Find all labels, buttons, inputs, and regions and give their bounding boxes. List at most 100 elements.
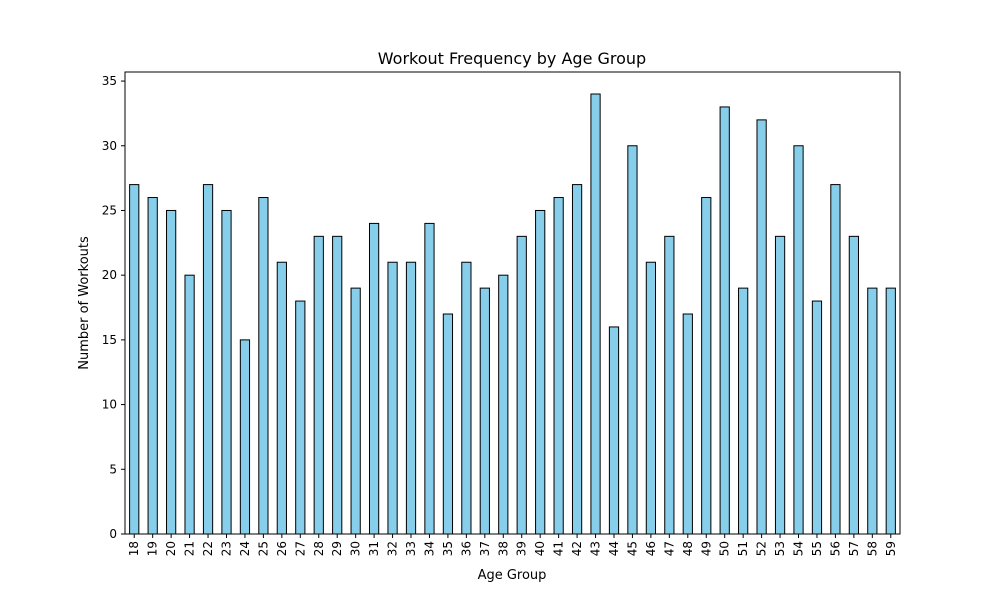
y-tick-label: 15 [102,333,117,347]
x-tick-label: 18 [127,541,141,556]
bar-44 [608,326,620,535]
x-tick-label: 43 [589,541,603,556]
x-tick-label: 27 [293,541,307,556]
x-tick-label: 29 [330,541,344,556]
chart-title: Workout Frequency by Age Group [378,49,646,68]
bar-23 [221,209,232,535]
bar-34 [424,222,435,535]
y-tick-label: 35 [102,74,117,88]
x-tick-label: 52 [755,541,769,556]
bar-42 [571,184,583,535]
y-tick-label: 20 [102,268,117,282]
x-tick-label: 19 [146,541,160,556]
bar-41 [553,197,564,535]
x-tick-label: 30 [349,541,363,556]
bar-55 [811,300,823,535]
x-tick-label: 53 [773,541,787,556]
x-tick-label: 46 [644,541,658,556]
x-tick-label: 34 [422,541,436,556]
x-tick-label: 35 [441,541,455,556]
x-tick-label: 48 [681,541,695,556]
bar-40 [535,209,546,535]
x-tick-label: 50 [718,541,732,556]
x-tick-label: 58 [865,541,879,556]
bar-27 [295,300,306,535]
x-tick-label: 45 [625,541,639,556]
bar-37 [479,287,490,535]
bar-39 [516,235,527,535]
bar-56 [830,184,841,535]
x-tick-label: 28 [312,541,326,556]
bar-29 [332,235,343,535]
y-tick-label: 10 [102,398,117,412]
x-tick-label: 36 [459,541,473,556]
bar-26 [276,261,287,535]
bar-57 [848,235,859,535]
bar-38 [498,274,509,535]
x-tick-label: 20 [164,541,178,556]
bar-45 [627,145,638,535]
bar-53 [774,235,786,535]
bar-48 [682,313,693,535]
bar-36 [461,261,472,535]
bar-31 [368,222,380,535]
bar-25 [258,197,269,535]
bar-21 [184,274,195,535]
bar-43 [590,93,601,535]
x-tick-label: 25 [256,541,270,556]
y-tick-label: 0 [109,527,117,541]
plot-frame [124,71,901,535]
bar-49 [701,197,712,535]
x-tick-label: 37 [478,541,492,556]
x-tick-label: 33 [404,541,418,556]
bar-20 [166,209,177,535]
x-tick-label: 54 [792,541,806,556]
x-axis: 18 19 20 21 22 23 24 25 26 27 28 29 30 31 32 33 34 35 36 37… [127,534,898,556]
bar-22 [202,184,214,535]
bar-18 [129,184,140,535]
y-tick-label: 25 [102,203,117,217]
x-tick-label: 24 [238,541,252,556]
x-tick-label: 51 [736,541,750,556]
x-tick-label: 23 [219,541,233,556]
bar-19 [147,197,158,535]
bar-28 [313,235,324,535]
x-tick-label: 59 [884,541,898,556]
x-tick-label: 40 [533,541,547,556]
x-tick-label: 21 [183,541,197,556]
bar-33 [405,261,417,535]
bar-54 [793,145,804,535]
bar-50 [719,106,730,535]
bar-58 [867,287,878,535]
y-axis: 0 5 10 15 20 25 30 35 [102,74,125,541]
x-tick-label: 47 [662,541,676,556]
x-tick-label: 32 [386,541,400,556]
x-tick-label: 44 [607,541,621,556]
x-tick-label: 56 [828,541,842,556]
bars-group [129,93,896,535]
bar-35 [442,313,454,535]
bar-30 [350,287,361,535]
y-tick-label: 5 [109,462,117,476]
y-axis-label: Number of Workouts [77,236,92,370]
bar-59 [885,287,896,535]
bar-52 [756,119,767,535]
x-tick-label: 49 [699,541,713,556]
bar-46 [645,261,657,535]
x-tick-label: 39 [515,541,529,556]
x-tick-label: 57 [847,541,861,556]
x-axis-label: Age Group [478,568,547,583]
bar-51 [738,287,749,535]
bar-47 [664,235,675,535]
bar-24 [239,339,251,535]
x-tick-label: 41 [552,541,566,556]
bar-32 [387,261,398,535]
x-tick-label: 38 [496,541,510,556]
x-tick-label: 26 [275,541,289,556]
x-tick-label: 55 [810,541,824,556]
x-tick-label: 42 [570,541,584,556]
y-tick-label: 30 [102,139,117,153]
x-tick-label: 31 [367,541,381,556]
